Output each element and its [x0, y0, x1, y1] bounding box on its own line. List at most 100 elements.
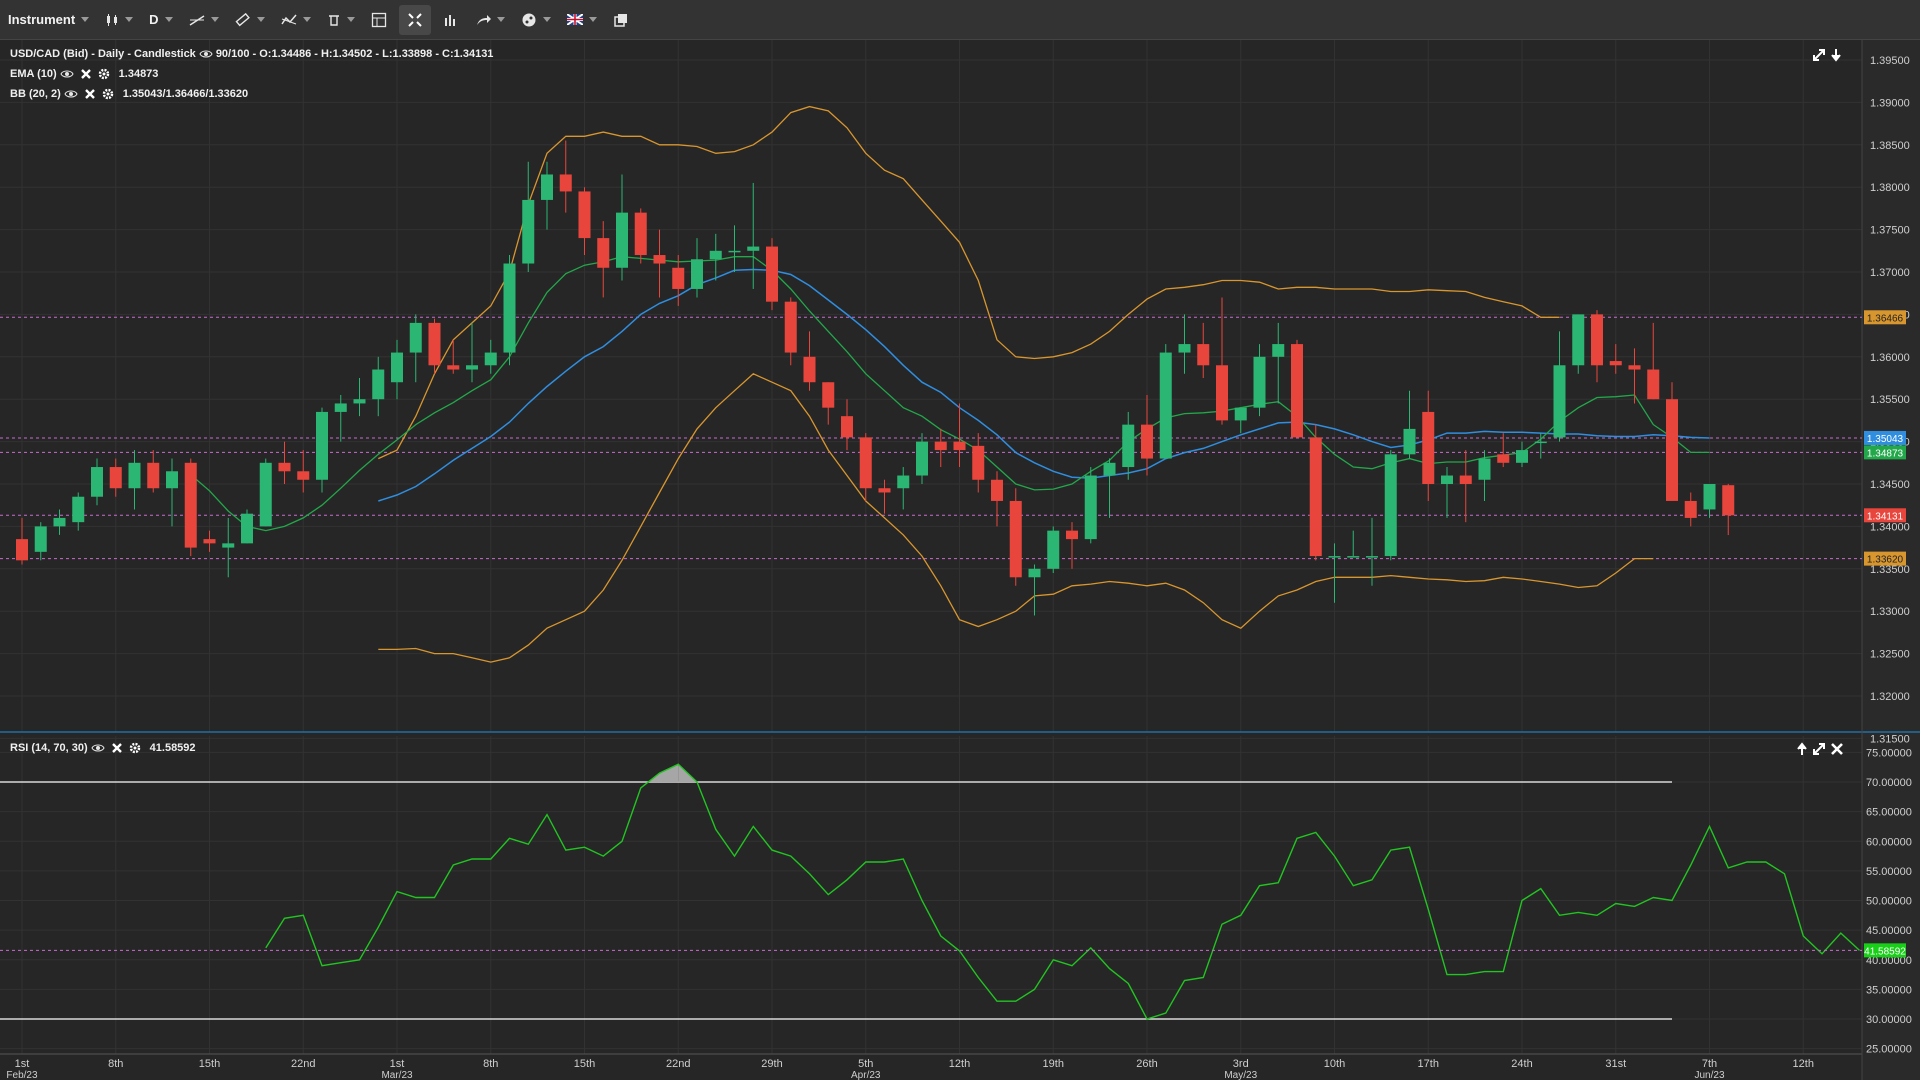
time-tick-label: 22nd	[666, 1058, 690, 1070]
candle-body	[1403, 428, 1416, 455]
time-tick-sublabel: May/23	[1224, 1070, 1257, 1080]
theme-dropdown[interactable]	[513, 0, 559, 40]
move-down-icon[interactable]	[1830, 48, 1842, 62]
delete-dropdown[interactable]	[319, 0, 363, 40]
eye-icon[interactable]	[199, 49, 213, 59]
candle-body	[1384, 454, 1397, 557]
candle-body	[1234, 407, 1247, 421]
candle-body	[1647, 369, 1660, 400]
candle-body	[1422, 411, 1435, 484]
move-up-icon[interactable]	[1796, 742, 1808, 756]
language-dropdown[interactable]	[559, 0, 605, 40]
price-tick-label: 1.32000	[1870, 691, 1910, 703]
candle-body	[334, 403, 347, 412]
price-tick-label: 1.34500	[1870, 479, 1910, 491]
candle-body	[297, 471, 310, 480]
rsi-tick-label: 50.00000	[1866, 896, 1912, 908]
maximize-pane-icon[interactable]	[1812, 48, 1826, 62]
price-level-badge-label: 1.34131	[1867, 511, 1904, 522]
price-level-badge-label: 1.33620	[1867, 555, 1904, 566]
price-tick-label: 1.35500	[1870, 394, 1910, 406]
popout-icon	[613, 12, 629, 28]
candle-body	[503, 263, 516, 353]
candle-body	[709, 250, 722, 260]
candle-body	[1609, 361, 1622, 366]
candle-body	[1328, 556, 1341, 558]
time-tick-label: 1st	[390, 1058, 405, 1070]
price-tick-label: 1.39500	[1870, 55, 1910, 67]
gear-icon[interactable]	[102, 88, 114, 100]
gear-icon[interactable]	[98, 68, 110, 80]
price-tick-label: 1.33000	[1870, 606, 1910, 618]
candle-body	[691, 259, 703, 289]
rsi-tick-label: 70.00000	[1866, 777, 1912, 789]
chart-type-dropdown[interactable]	[97, 0, 141, 40]
candle-body	[1516, 450, 1528, 463]
ema-line	[190, 256, 1710, 532]
candle-body	[1272, 344, 1285, 357]
time-tick-label: 19th	[1043, 1058, 1064, 1070]
bar-chart-button[interactable]	[435, 0, 467, 40]
candle-body	[522, 199, 535, 264]
candle-body	[1178, 344, 1191, 353]
candle-body	[1047, 530, 1060, 569]
candle-body	[747, 246, 760, 251]
popout-button[interactable]	[605, 0, 637, 40]
candle-body	[1572, 314, 1585, 366]
draw-line-dropdown[interactable]	[181, 0, 227, 40]
time-tick-label: 15th	[574, 1058, 595, 1070]
candle-body	[897, 475, 910, 489]
close-pane-icon[interactable]	[1830, 742, 1844, 756]
close-icon[interactable]	[111, 742, 123, 754]
eye-icon[interactable]	[64, 89, 78, 99]
price-level-badge	[1864, 508, 1906, 523]
eye-icon[interactable]	[91, 743, 105, 753]
share-icon	[475, 13, 491, 27]
time-tick-sublabel: Jun/23	[1694, 1070, 1724, 1080]
chevron-down-icon	[256, 17, 265, 22]
close-icon[interactable]	[80, 68, 92, 80]
rsi-legend-value: 41.58592	[149, 742, 196, 754]
rsi-tick-label: 30.00000	[1866, 1014, 1912, 1026]
ruler-icon	[235, 12, 251, 27]
candle-body	[353, 399, 366, 404]
eye-icon[interactable]	[60, 69, 74, 79]
candle-body	[859, 437, 872, 489]
chevron-down-icon	[588, 17, 597, 22]
rsi-tick-label: 35.00000	[1866, 984, 1912, 996]
candle-body	[484, 352, 497, 366]
chart-area[interactable]: 1.39500 1.39000 1.38500 1.38000 1.37500 1.370…	[0, 40, 1920, 1080]
instrument-dropdown[interactable]: Instrument	[0, 0, 97, 40]
candle-body	[841, 416, 853, 438]
maximize-pane-icon[interactable]	[1812, 742, 1826, 756]
time-tick-label: 24th	[1511, 1058, 1532, 1070]
fullscreen-button[interactable]	[398, 4, 431, 35]
draw-line-icon	[189, 13, 205, 27]
ruler-dropdown[interactable]	[227, 0, 273, 40]
time-tick-label: 7th	[1702, 1058, 1717, 1070]
bb-legend-value: 1.35043/1.36466/1.33620	[122, 88, 249, 100]
toolbar: Instrument D	[0, 0, 1920, 40]
rsi-line	[265, 763, 1860, 1020]
price-tick-label: 1.34000	[1870, 521, 1910, 533]
price-level-badge-label: 1.36466	[1867, 313, 1904, 324]
gear-icon[interactable]	[129, 742, 141, 754]
price-tick-label: 1.39000	[1870, 97, 1910, 109]
price-level-badge	[1864, 445, 1906, 460]
candle-body	[1253, 356, 1266, 408]
candle-body	[128, 462, 141, 489]
price-tick-label: 1.36000	[1870, 352, 1910, 364]
candle-body	[109, 467, 122, 489]
price-tick-label: 1.33500	[1870, 564, 1910, 576]
candle-body	[1628, 365, 1641, 370]
price-tick-label: 1.37500	[1870, 225, 1910, 237]
layout-button[interactable]	[363, 0, 395, 40]
bar-chart-icon	[443, 13, 459, 27]
share-dropdown[interactable]	[467, 0, 513, 40]
time-tick-label: 22nd	[291, 1058, 315, 1070]
close-icon[interactable]	[84, 88, 96, 100]
chevron-down-icon	[542, 17, 551, 22]
time-tick-label: 29th	[761, 1058, 782, 1070]
period-dropdown[interactable]: D	[141, 0, 180, 40]
indicators-dropdown[interactable]	[273, 0, 319, 40]
